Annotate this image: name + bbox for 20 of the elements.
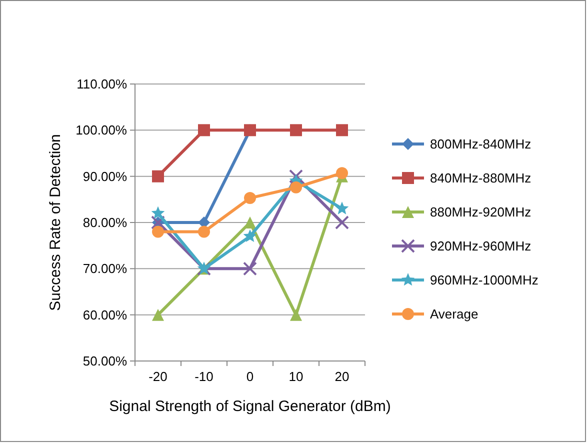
x-tick-label: -20 [148, 369, 168, 384]
x-axis-title: Signal Strength of Signal Generator (dBm) [109, 398, 391, 415]
legend-label: Average [430, 306, 478, 322]
x-tick-label: 10 [288, 369, 304, 384]
y-tick-label: 90.00% [82, 168, 128, 184]
y-tick-label: 70.00% [82, 261, 128, 276]
x-tick-label: -10 [194, 369, 214, 384]
legend-label: 960MHz-1000MHz [430, 272, 538, 288]
y-tick-label: 80.00% [82, 215, 128, 230]
legend-label: 840MHz-880MHz [430, 170, 532, 186]
y-axis-title: Success Rate of Detection [47, 134, 64, 311]
y-tick-label: 110.00% [76, 76, 128, 92]
x-tick-label: 0 [246, 369, 254, 384]
y-tick-label: 100.00% [76, 122, 128, 138]
y-tick-label: 60.00% [82, 307, 128, 322]
legend-label: 880MHz-920MHz [430, 204, 532, 220]
legend-label: 800MHz-840MHz [430, 136, 532, 152]
legend-label: 920MHz-960MHz [430, 238, 532, 254]
y-tick-label: 50.00% [82, 354, 128, 369]
x-tick-label: 20 [334, 369, 350, 384]
